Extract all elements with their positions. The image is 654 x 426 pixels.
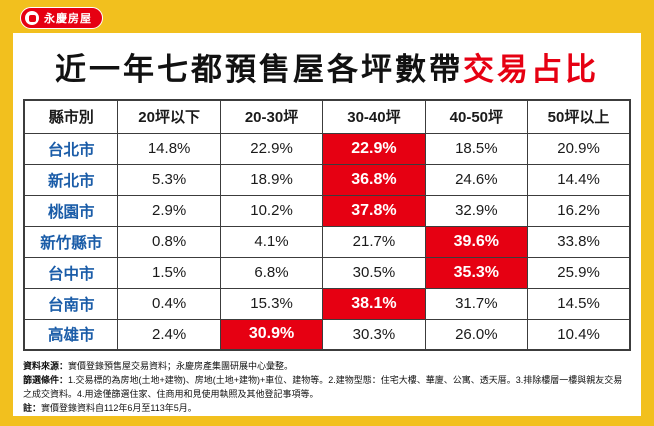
value-cell-highlighted: 36.8%	[322, 163, 426, 196]
header-cell: 50坪以上	[527, 99, 631, 134]
value-cell: 2.9%	[117, 194, 221, 227]
table-row: 台中市 1.5% 6.8% 30.5% 35.3% 25.9%	[23, 256, 631, 289]
filter-note: 篩選條件：1.交易標的為房地(土地+建物)、房地(土地+建物)+車位、建物等。2…	[23, 374, 631, 402]
value-cell: 14.5%	[527, 287, 631, 320]
value-cell-highlighted: 30.9%	[219, 318, 324, 351]
value-cell: 6.8%	[219, 256, 324, 289]
table-row: 桃園市 2.9% 10.2% 37.8% 32.9% 16.2%	[23, 194, 631, 227]
source-text: 實價登錄預售屋交易資料；永慶房產集團研展中心彙整。	[68, 361, 294, 371]
value-cell: 30.3%	[322, 318, 426, 351]
value-cell: 15.3%	[219, 287, 324, 320]
value-cell: 14.4%	[527, 163, 631, 196]
value-cell: 21.7%	[322, 225, 426, 258]
value-cell-highlighted: 22.9%	[322, 132, 426, 165]
value-cell: 20.9%	[527, 132, 631, 165]
city-cell: 台北市	[23, 132, 119, 165]
table-row: 新竹縣市 0.8% 4.1% 21.7% 39.6% 33.8%	[23, 225, 631, 258]
table-row: 台北市 14.8% 22.9% 22.9% 18.5% 20.9%	[23, 132, 631, 165]
note-text: 實價登錄資料自112年6月至113年5月。	[41, 402, 197, 413]
filter-label: 篩選條件：	[23, 374, 69, 385]
page-title: 近一年七都預售屋各坪數帶交易占比	[23, 44, 631, 89]
value-cell: 0.4%	[117, 287, 221, 320]
value-cell: 26.0%	[424, 318, 529, 351]
value-cell: 33.8%	[527, 225, 631, 258]
filter-text: 1.交易標的為房地(土地+建物)、房地(土地+建物)+車位、建物等。2.建物型態…	[23, 374, 623, 399]
value-cell: 5.3%	[117, 163, 221, 196]
city-cell: 新竹縣市	[23, 225, 119, 258]
header-row: 縣市別 20坪以下 20-30坪 30-40坪 40-50坪 50坪以上	[23, 99, 631, 134]
value-cell: 2.4%	[117, 318, 221, 351]
value-cell: 10.4%	[527, 318, 631, 351]
value-cell: 18.5%	[424, 132, 529, 165]
source-label: 資料來源：	[23, 361, 69, 371]
title-accent: 交易占比	[463, 52, 599, 87]
city-cell: 台中市	[23, 256, 119, 289]
header-cell: 40-50坪	[424, 99, 529, 134]
value-cell: 4.1%	[219, 225, 324, 258]
logo-text: 永慶房屋	[44, 13, 92, 25]
header-cell-city: 縣市別	[23, 99, 119, 134]
yungching-logo: 永慶房屋	[20, 7, 103, 29]
value-cell: 24.6%	[424, 163, 529, 196]
value-cell: 14.8%	[117, 132, 221, 165]
value-cell-highlighted: 38.1%	[322, 287, 426, 320]
note-label: 註：	[23, 402, 42, 413]
value-cell: 30.5%	[322, 256, 426, 289]
city-cell: 新北市	[23, 163, 119, 196]
city-cell: 台南市	[23, 287, 119, 320]
value-cell: 10.2%	[219, 194, 324, 227]
value-cell: 31.7%	[424, 287, 529, 320]
value-cell: 18.9%	[219, 163, 324, 196]
value-cell: 32.9%	[424, 194, 529, 227]
table-row: 高雄市 2.4% 30.9% 30.3% 26.0% 10.4%	[23, 318, 631, 351]
footnotes: 資料來源：實價登錄預售屋交易資料；永慶房產集團研展中心彙整。 篩選條件：1.交易…	[23, 360, 631, 416]
title-main: 七都預售屋各坪數帶	[157, 52, 463, 87]
value-cell-highlighted: 37.8%	[322, 194, 426, 227]
value-cell-highlighted: 35.3%	[424, 256, 529, 289]
header-cell: 20-30坪	[219, 99, 324, 134]
header-cell: 20坪以下	[117, 99, 221, 134]
table-body: 台北市 14.8% 22.9% 22.9% 18.5% 20.9% 新北市 5.3% 18.9%…	[23, 132, 631, 351]
value-cell-highlighted: 39.6%	[424, 225, 529, 258]
table-row: 台南市 0.4% 15.3% 38.1% 31.7% 14.5%	[23, 287, 631, 320]
source-note: 資料來源：實價登錄預售屋交易資料；永慶房產集團研展中心彙整。	[23, 360, 631, 374]
logo-house-icon	[25, 11, 39, 25]
data-table: 縣市別 20坪以下 20-30坪 30-40坪 40-50坪 50坪以上 台北市…	[23, 99, 631, 351]
header-cell: 30-40坪	[322, 99, 426, 134]
city-cell: 高雄市	[23, 318, 119, 351]
value-cell: 16.2%	[527, 194, 631, 227]
value-cell: 1.5%	[117, 256, 221, 289]
value-cell: 0.8%	[117, 225, 221, 258]
table-row: 新北市 5.3% 18.9% 36.8% 24.6% 14.4%	[23, 163, 631, 196]
value-cell: 25.9%	[527, 256, 631, 289]
city-cell: 桃園市	[23, 194, 119, 227]
value-cell: 22.9%	[219, 132, 324, 165]
infographic-card: 近一年七都預售屋各坪數帶交易占比 縣市別 20坪以下 20-30坪 30-40坪…	[13, 33, 641, 416]
title-prefix: 近一年	[55, 52, 157, 87]
date-note: 註：實價登錄資料自112年6月至113年5月。	[23, 402, 631, 416]
